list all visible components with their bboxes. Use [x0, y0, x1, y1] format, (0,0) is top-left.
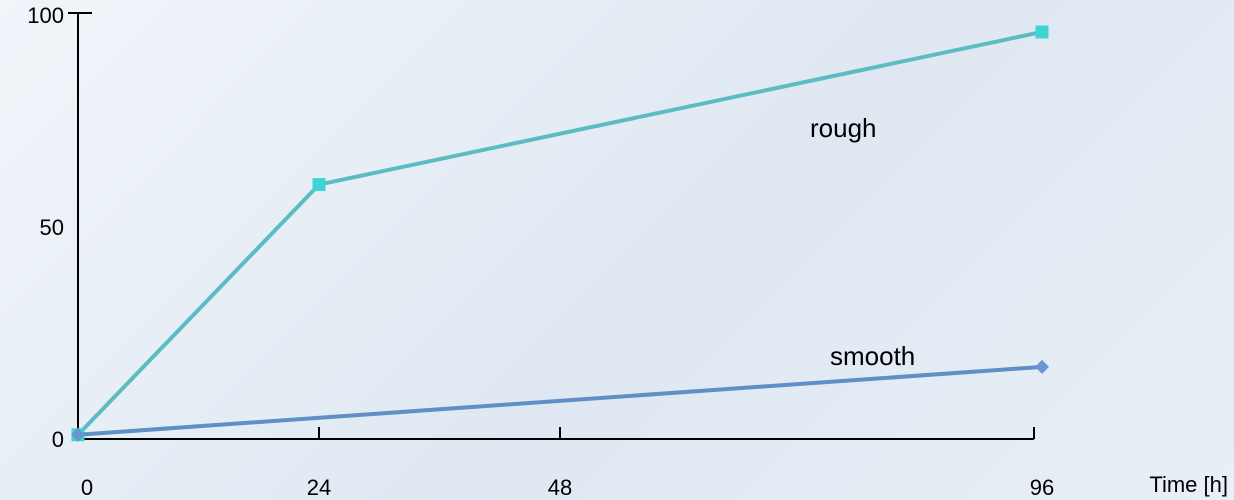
series-line-smooth [77, 364, 1043, 437]
data-point-rough [312, 178, 326, 192]
x-tick-label: 24 [307, 475, 331, 500]
x-tick-label: 96 [1030, 475, 1054, 500]
series-layer: rough smooth [71, 25, 1049, 442]
x-tick-label: 48 [548, 475, 572, 500]
series-rough: rough [71, 25, 1049, 442]
x-axis-label: Time [h] [1149, 472, 1228, 497]
y-axis-ticks: 0 50 100 [27, 3, 64, 452]
data-point-rough [1035, 25, 1049, 39]
y-tick-label: 50 [40, 215, 64, 240]
y-tick-label: 0 [52, 427, 64, 452]
x-tick-label: 0 [81, 475, 93, 500]
series-label-smooth: smooth [830, 341, 915, 371]
x-axis-ticks: 0 24 48 96 [81, 427, 1054, 500]
axes [68, 12, 1034, 440]
series-line-rough [76, 30, 1043, 437]
series-label-rough: rough [810, 113, 877, 143]
series-smooth: smooth [71, 341, 1049, 442]
y-tick-label: 100 [27, 3, 64, 28]
data-point-smooth [1035, 359, 1049, 374]
data-point-smooth [71, 427, 85, 442]
